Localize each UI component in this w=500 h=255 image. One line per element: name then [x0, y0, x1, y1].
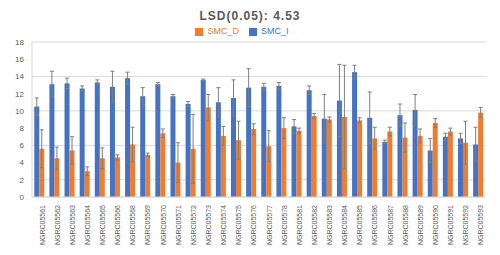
svg-text:NGRC05574: NGRC05574 — [220, 205, 227, 245]
svg-text:14: 14 — [15, 72, 24, 81]
svg-text:NGRC05576: NGRC05576 — [250, 205, 257, 245]
svg-text:NGRC05561: NGRC05561 — [39, 205, 46, 245]
svg-text:NGRC05575: NGRC05575 — [235, 205, 242, 245]
svg-text:NGRC05588: NGRC05588 — [402, 205, 409, 245]
svg-text:NGRC05591: NGRC05591 — [447, 205, 454, 245]
svg-text:NGRC05569: NGRC05569 — [144, 205, 151, 245]
svg-text:NGRC05573: NGRC05573 — [205, 205, 212, 245]
svg-text:NGRC05583: NGRC05583 — [326, 205, 333, 245]
svg-text:4: 4 — [20, 158, 25, 167]
svg-text:NGRC05563: NGRC05563 — [69, 205, 76, 245]
svg-text:NGRC05581: NGRC05581 — [296, 205, 303, 245]
svg-text:NGRC05562: NGRC05562 — [54, 205, 61, 245]
html-text:LSD(0.05): 4.53: LSD(0.05): 4.53 — [199, 9, 301, 23]
svg-text:NGRC05593: NGRC05593 — [477, 205, 484, 245]
svg-text:16: 16 — [15, 55, 24, 64]
svg-text:10: 10 — [15, 107, 24, 116]
svg-text:NGRC05572: NGRC05572 — [190, 205, 197, 245]
svg-text:NGRC05565: NGRC05565 — [99, 205, 106, 245]
svg-text:0: 0 — [20, 193, 25, 202]
svg-text:NGRC05589: NGRC05589 — [417, 205, 424, 245]
svg-text:NGRC05592: NGRC05592 — [462, 205, 469, 245]
svg-text:2: 2 — [20, 176, 25, 185]
svg-text:NGRC05577: NGRC05577 — [266, 205, 273, 245]
html-text:SMC_D: SMC_D — [207, 26, 239, 36]
svg-text:NGRC05586: NGRC05586 — [371, 205, 378, 245]
svg-text:NGRC05578: NGRC05578 — [281, 205, 288, 245]
svg-text:NGRC05584: NGRC05584 — [341, 205, 348, 245]
svg-text:NGRC05587: NGRC05587 — [387, 205, 394, 245]
svg-text:18: 18 — [15, 38, 24, 47]
svg-text:NGRC05590: NGRC05590 — [432, 205, 439, 245]
svg-text:NGRC05582: NGRC05582 — [311, 205, 318, 245]
html-text:SMC_I: SMC_I — [261, 26, 289, 36]
svg-text:NGRC05570: NGRC05570 — [160, 205, 167, 245]
svg-text:NGRC05568: NGRC05568 — [129, 205, 136, 245]
svg-text:NGRC05585: NGRC05585 — [356, 205, 363, 245]
svg-text:8: 8 — [20, 124, 25, 133]
svg-text:NGRC05564: NGRC05564 — [84, 205, 91, 245]
svg-text:6: 6 — [20, 141, 25, 150]
svg-text:NGRC05566: NGRC05566 — [114, 205, 121, 245]
svg-text:12: 12 — [15, 90, 24, 99]
svg-text:NGRC05571: NGRC05571 — [175, 205, 182, 245]
